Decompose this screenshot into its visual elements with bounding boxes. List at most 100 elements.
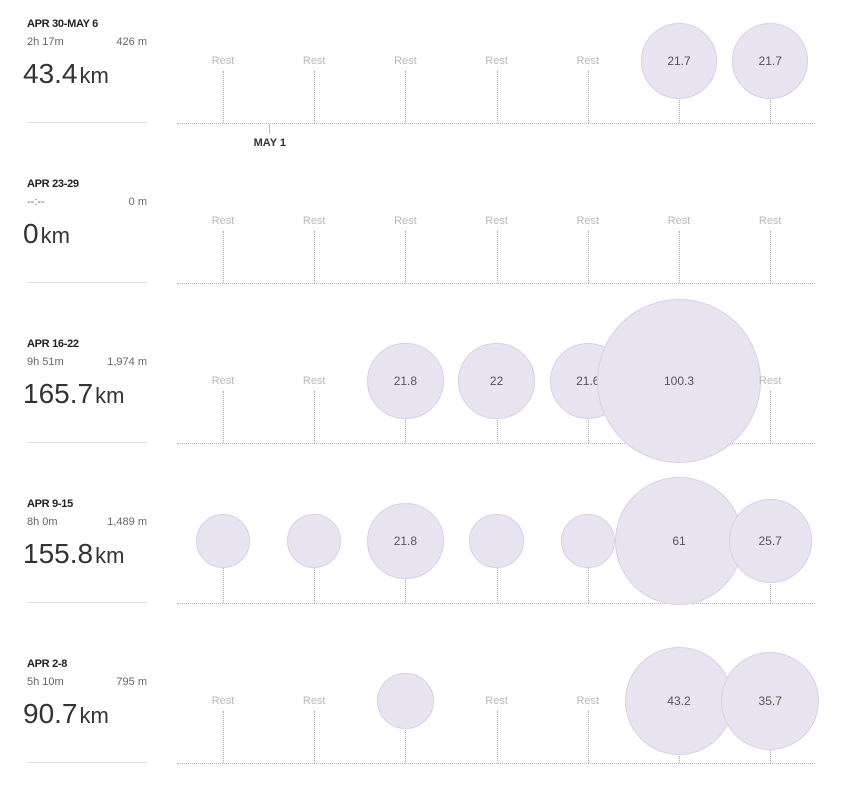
summary-divider [27,282,147,283]
activity-bubble[interactable] [377,672,434,730]
activity-bubble[interactable] [560,513,615,569]
week-row: APR 9-15 8h 0m 1,489 m 155.8km 21.8 61 25.7 [0,476,842,640]
activity-bubble[interactable]: 21.7 [732,22,809,100]
rest-day-label: Rest [485,215,508,227]
day-stem [496,71,498,123]
rest-day-label: Rest [394,215,417,227]
rest-day-label: Rest [211,695,235,707]
distance-value: 155.8 [23,538,94,569]
week-range-label: APR 9-15 [27,498,73,510]
day-stem [405,71,407,123]
rest-day-label: Rest [485,695,508,707]
week-elevation-gain: 0 m [128,196,147,208]
rest-day-label: Rest [211,375,235,387]
week-elevation-gain: 1,974 m [107,356,147,368]
week-range-label: APR 16-22 [27,338,79,350]
activity-bubble[interactable]: 43.2 [625,647,733,755]
rest-day-label: Rest [576,55,600,67]
day-stem [496,711,498,763]
activity-bubble[interactable]: 25.7 [728,499,812,583]
day-stem [587,71,589,123]
month-start-tick [268,124,270,134]
summary-divider [27,122,147,123]
week-total-distance: 43.4km [23,58,109,90]
rest-day-label: Rest [302,375,326,387]
week-moving-time: --:-- [27,196,45,208]
chart-baseline [177,123,815,124]
week-day-chart: 21.8 61 25.7 [177,476,815,610]
distance-unit: km [79,703,109,728]
rest-day-label: Rest [758,375,782,387]
distance-value: 43.4 [23,58,78,89]
day-stem [223,231,224,283]
week-day-chart: Rest Rest 21.8 22 21.6 100.3 Rest [177,298,815,464]
week-total-distance: 90.7km [23,698,109,730]
week-row: APR 16-22 9h 51m 1,974 m 165.7km Rest Rest 21.… [0,298,842,480]
week-row: APR 23-29 --:-- 0 m 0km Rest Rest Rest Rest Rest… [0,160,842,320]
week-total-distance: 155.8km [23,538,124,570]
summary-divider [27,762,147,763]
day-stem [770,391,772,443]
distance-value: 90.7 [23,698,78,729]
day-stem [314,71,316,123]
distance-value: 165.7 [23,378,94,409]
chart-baseline [177,603,815,604]
activity-bubble[interactable]: 21.8 [367,342,444,420]
week-day-chart: Rest Rest Rest Rest 43.2 35.7 [177,640,820,770]
day-stem [587,231,589,283]
week-row: APR 30-MAY 6 2h 17m 426 m 43.4km Rest Rest Res… [0,0,842,160]
rest-day-label: Rest [576,215,600,227]
distance-unit: km [40,223,70,248]
day-stem [314,551,316,603]
week-moving-time: 5h 10m [27,676,64,688]
day-stem [496,551,498,603]
day-stem [223,71,224,123]
activity-bubble[interactable] [195,513,251,569]
summary-divider [27,442,147,443]
activity-bubble[interactable]: 21.7 [640,22,718,100]
rest-day-label: Rest [302,215,326,227]
chart-baseline [177,283,815,284]
activity-bubble[interactable] [287,513,342,569]
week-moving-time: 9h 51m [27,356,64,368]
day-stem [770,231,772,283]
day-stem [223,391,224,443]
activity-bubble[interactable]: 21.8 [367,502,444,580]
day-stem [314,711,316,763]
day-stem [223,711,224,763]
day-stem [405,711,407,763]
summary-divider [27,602,147,603]
activity-bubble[interactable]: 61 [614,476,744,606]
rest-day-label: Rest [485,55,508,67]
day-stem [587,551,589,603]
chart-baseline [177,443,815,444]
rest-day-label: Rest [667,215,691,227]
rest-day-label: Rest [394,55,417,67]
activity-bubble[interactable]: 100.3 [596,298,762,464]
rest-day-label: Rest [211,215,235,227]
chart-baseline [177,763,815,764]
week-elevation-gain: 1,489 m [107,516,147,528]
distance-unit: km [95,383,125,408]
day-stem [679,231,680,283]
day-stem [314,391,316,443]
rest-day-label: Rest [211,55,235,67]
distance-unit: km [95,543,125,568]
day-stem [314,231,316,283]
day-stem [587,711,589,763]
day-stem [405,231,407,283]
activity-bubble[interactable]: 35.7 [721,652,820,750]
rest-day-label: Rest [302,695,326,707]
rest-day-label: Rest [758,215,782,227]
week-moving-time: 8h 0m [27,516,58,528]
rest-day-label: Rest [302,55,326,67]
distance-unit: km [79,63,109,88]
activity-bubble[interactable] [469,513,524,569]
activity-bubble[interactable]: 22 [458,342,536,420]
rest-day-label: Rest [576,695,600,707]
week-total-distance: 0km [23,218,70,250]
day-stem [496,231,498,283]
week-row: APR 2-8 5h 10m 795 m 90.7km Rest Rest Rest Rest… [0,640,842,790]
week-day-chart: Rest Rest Rest Rest Rest Rest Rest [177,160,815,290]
week-range-label: APR 23-29 [27,178,79,190]
